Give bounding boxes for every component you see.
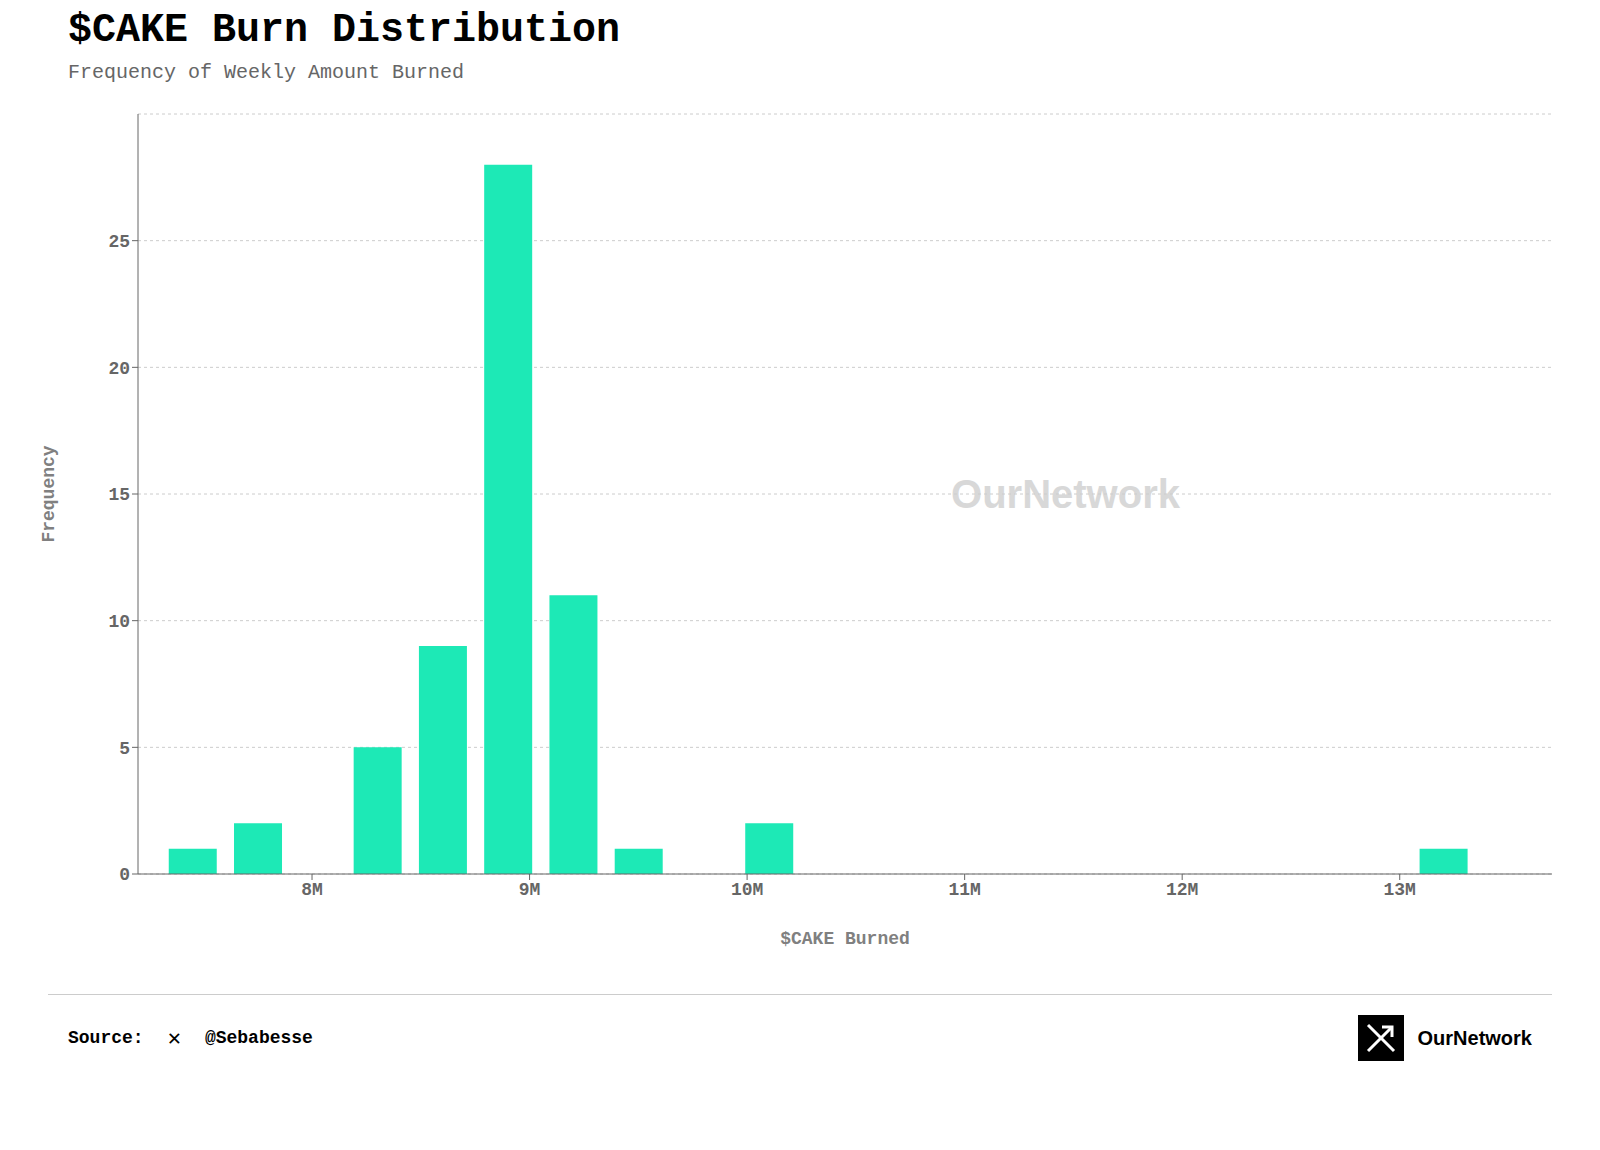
svg-text:20: 20 [108,359,130,379]
svg-text:$CAKE Burned: $CAKE Burned [780,929,910,949]
svg-text:12M: 12M [1166,880,1198,900]
html-text:OurNetwork: OurNetwork [1417,1026,1532,1049]
svg-text:25: 25 [108,232,130,252]
svg-text:10M: 10M [731,880,763,900]
html-text:Frequency of Weekly Amount Bur: Frequency of Weekly Amount Burned [68,61,465,84]
svg-text:10: 10 [108,612,130,632]
svg-text:Frequency: Frequency [39,445,59,542]
svg-text:9M: 9M [519,880,541,900]
svg-text:13M: 13M [1384,880,1416,900]
svg-text:0: 0 [119,865,130,885]
html-text:$CAKE Burn Distribution: $CAKE Burn Distribution [68,8,621,53]
svg-text:5: 5 [119,739,130,759]
svg-text:8M: 8M [301,880,323,900]
svg-text:15: 15 [108,485,130,505]
html-text:OurNetwork: OurNetwork [951,472,1180,516]
html-text:Source:: Source: [68,1028,144,1048]
html-text:@Sebabesse: @Sebabesse [204,1028,313,1048]
svg-text:11M: 11M [948,880,980,900]
